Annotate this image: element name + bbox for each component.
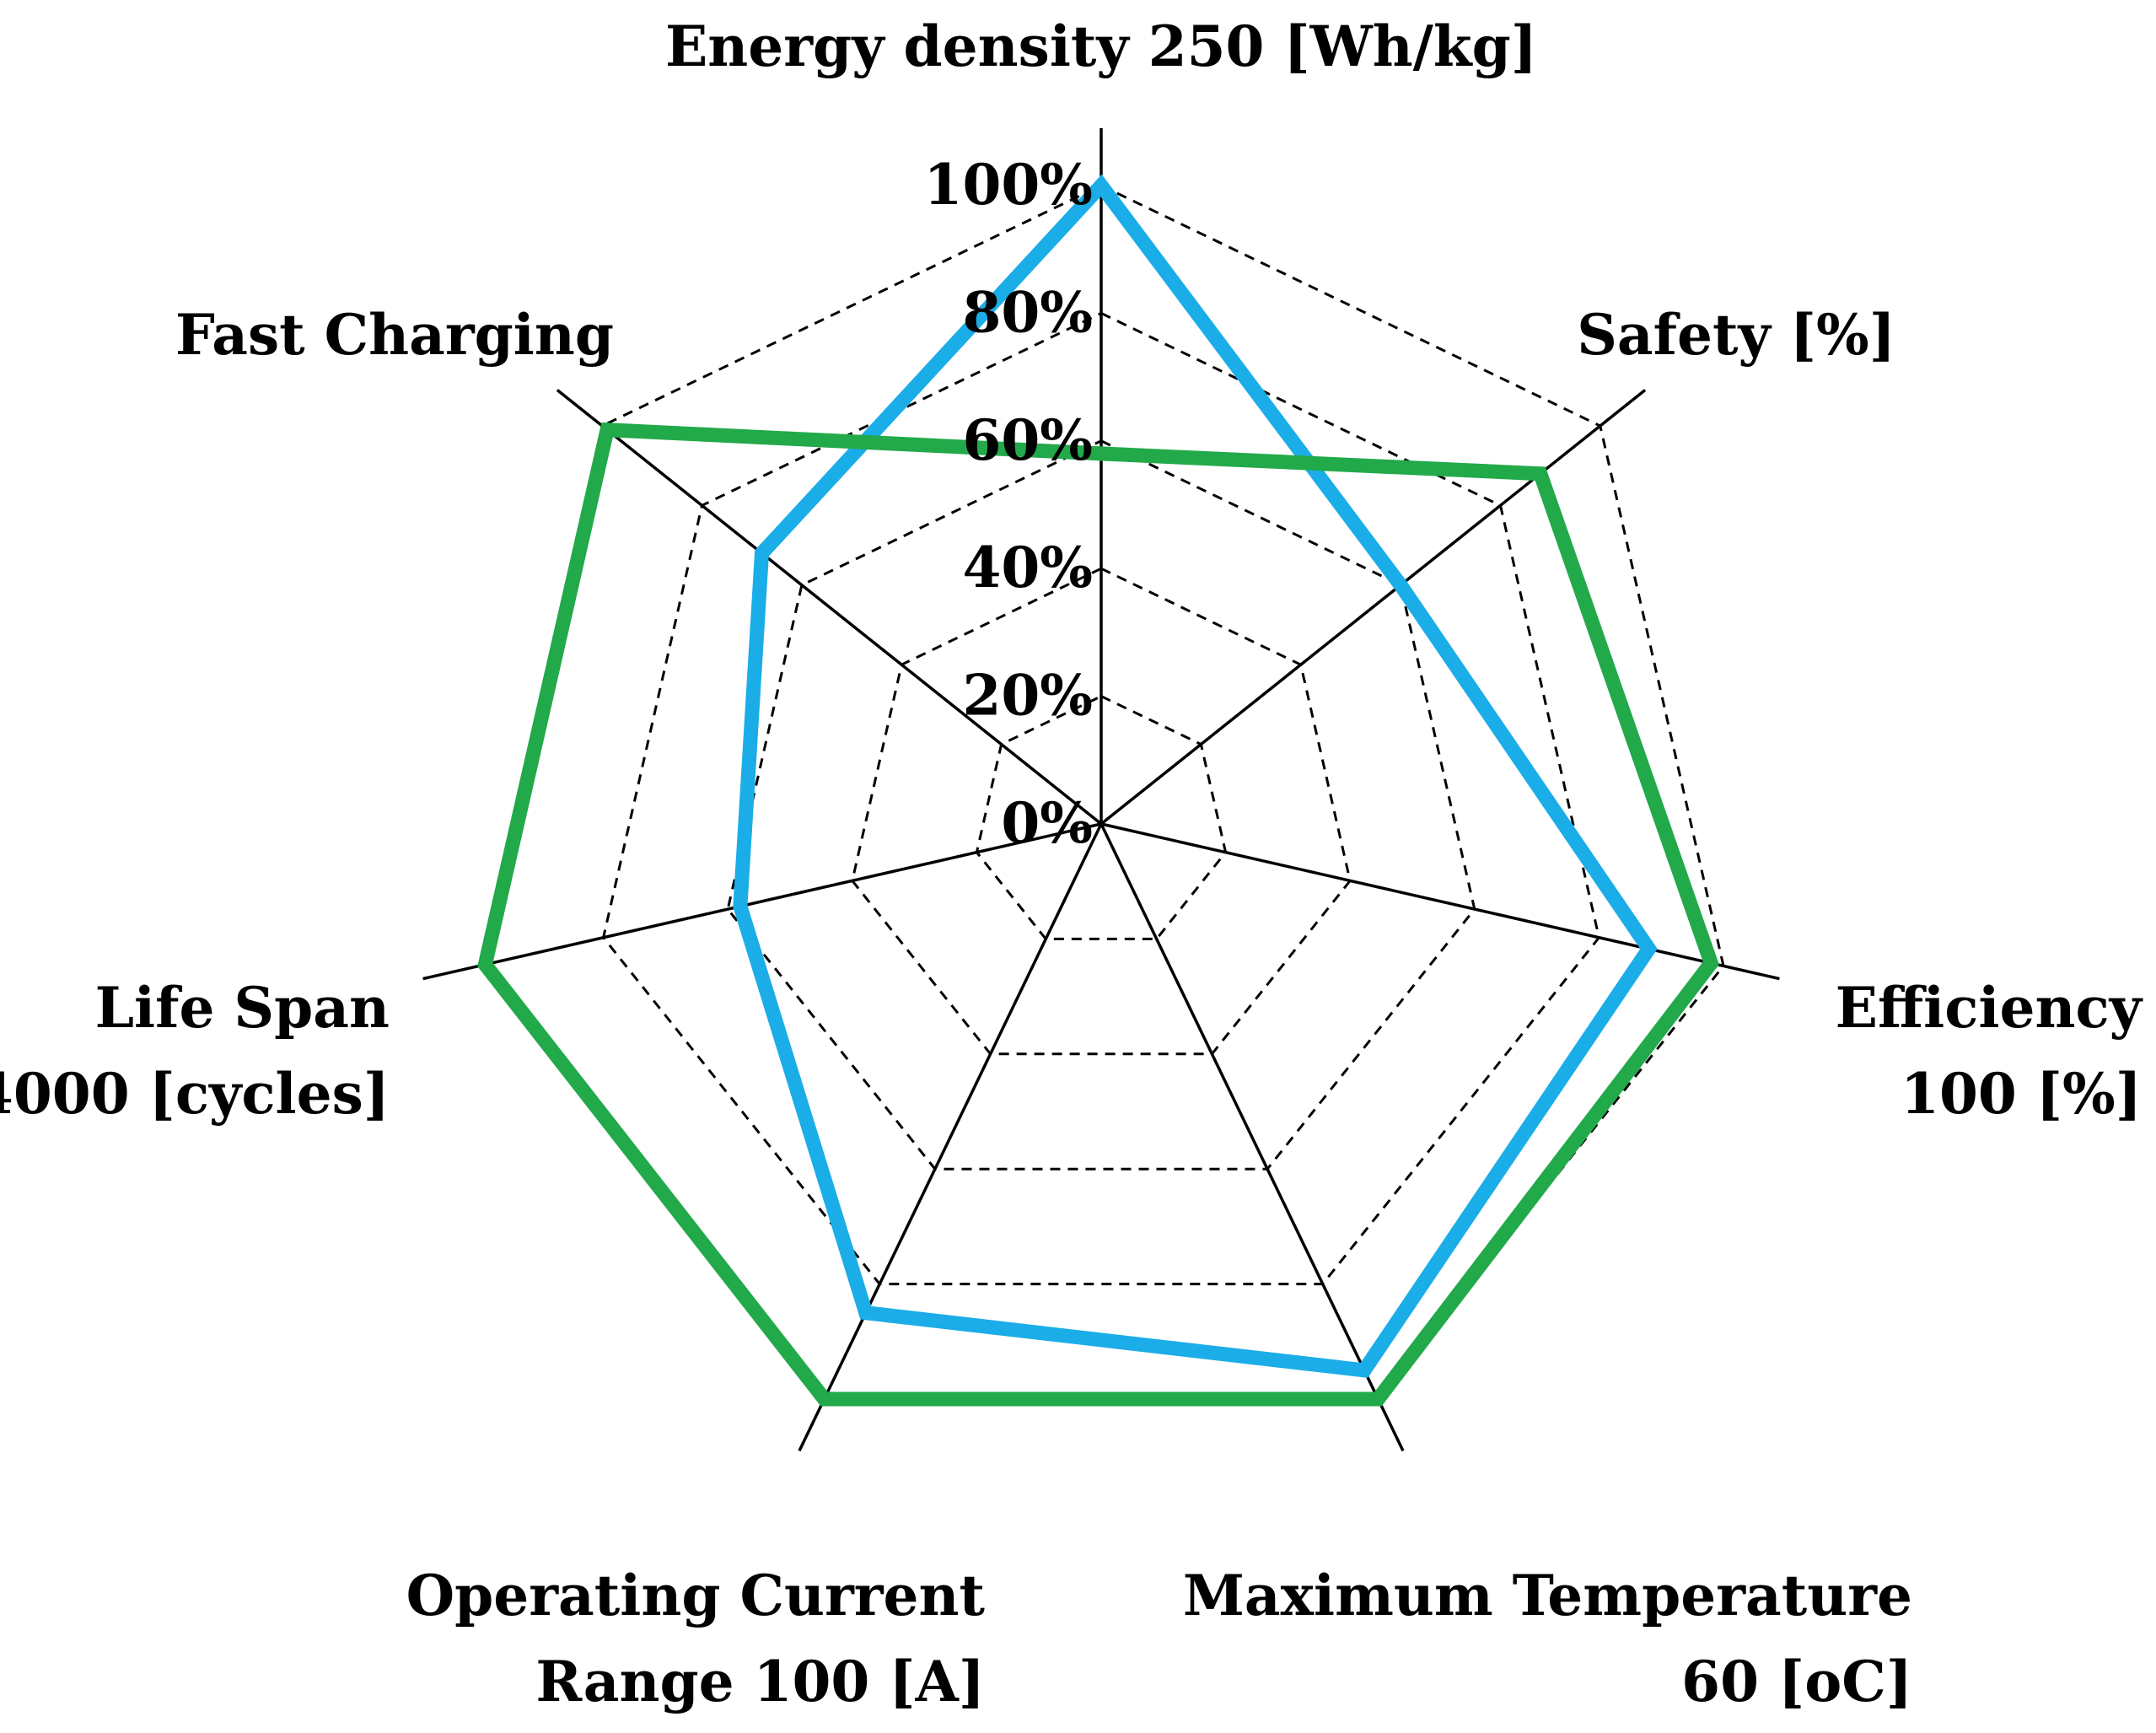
axis-label-fast-charging: Fast Charging (175, 302, 614, 368)
axis-label-operating-current-line2: Range 100 [A] (535, 1649, 985, 1714)
axis-label-maximum-temperature-line1: Maximum Temperature (1183, 1563, 1912, 1628)
series (477, 174, 1719, 1407)
blue-series-point-energy-density (1094, 178, 1109, 193)
tick-label-100: 100% (924, 152, 1093, 218)
green-series-point-life-span (477, 957, 492, 972)
green-series-point-maximum-temperature (1370, 1391, 1385, 1407)
axis-label-life-span-line1: Life Span (95, 975, 390, 1041)
axis-label-safety: Safety [%] (1577, 302, 1895, 368)
axis-line-operating-current (798, 823, 1103, 1452)
blue-series-point-life-span (733, 899, 748, 914)
axis-label-maximum-temperature-line2: 60 [oC] (1681, 1649, 1912, 1714)
green-series-point-operating-current (817, 1391, 832, 1407)
axis-line-efficiency (1100, 822, 1780, 981)
axis-line-fast-charging (556, 389, 1103, 826)
axis-label-energy-density: Energy density 250 [Wh/kg] (665, 13, 1537, 79)
axis-line-life-span (422, 822, 1102, 981)
tick-label-80: 80% (962, 279, 1093, 345)
tick-label-60: 60% (962, 407, 1093, 473)
axis-label-life-span-line2: 4000 [cycles] (0, 1061, 390, 1127)
tick-labels: 0% 20% 40% 60% 80% 100% (924, 152, 1093, 856)
blue-series-point-fast-charging (755, 546, 769, 561)
axis-line-maximum-temperature (1100, 823, 1405, 1452)
green-series-line (477, 422, 1719, 1407)
grid-ring-60 (726, 439, 1476, 1171)
blue-series-line (733, 174, 1658, 1378)
blue-series-point-efficiency (1642, 941, 1656, 956)
axis-line-safety (1100, 389, 1647, 826)
green-series-point-fast-charging (599, 422, 615, 438)
axis-label-efficiency-line2: 100 [%] (1901, 1061, 2142, 1127)
tick-label-0: 0% (1001, 790, 1093, 856)
blue-series-point-safety (1393, 578, 1408, 593)
axes (422, 127, 1780, 1452)
green-series-point-energy-density (1094, 446, 1109, 461)
blue-series-point-operating-current (858, 1305, 874, 1321)
grid-ring-20 (975, 694, 1228, 940)
tick-label-40: 40% (962, 535, 1093, 600)
axis-labels: Energy density 250 [Wh/kg] Safety [%] Effi… (0, 13, 2143, 1714)
tick-label-20: 20% (962, 663, 1093, 729)
axis-label-operating-current-line1: Operating Current (406, 1563, 986, 1628)
green-series-point-efficiency (1703, 955, 1718, 971)
axis-label-efficiency-line1: Efficiency (1836, 975, 2143, 1041)
blue-series-point-maximum-temperature (1357, 1363, 1372, 1378)
grid-ring-80 (601, 311, 1601, 1286)
green-series-point-safety (1533, 466, 1548, 482)
